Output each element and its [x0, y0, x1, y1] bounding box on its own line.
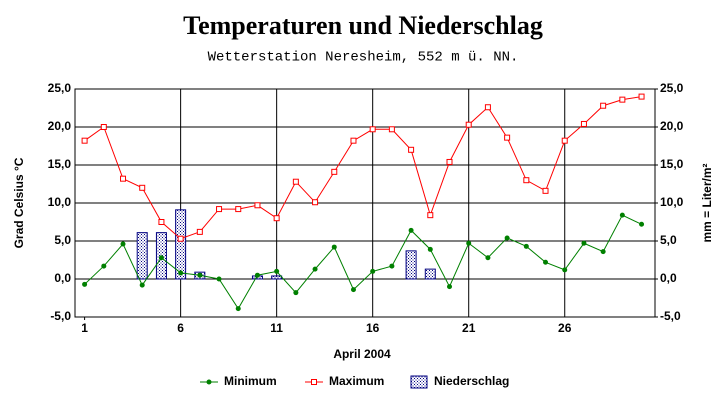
marker	[619, 96, 626, 103]
bar	[271, 275, 283, 280]
marker	[600, 102, 607, 109]
marker	[273, 215, 280, 222]
line	[84, 214, 642, 310]
marker	[504, 235, 510, 241]
y-tick-label: 25,0	[48, 81, 72, 95]
marker	[139, 282, 145, 288]
y2-tick-label: -5,0	[660, 309, 681, 323]
y2-tick-label: 10,0	[660, 195, 684, 209]
marker	[523, 243, 529, 249]
marker	[196, 228, 203, 235]
marker	[312, 199, 319, 206]
chart-subtitle: Wetterstation Neresheim, 552 m ü. NN.	[208, 50, 519, 66]
y-tick-label: 15,0	[48, 157, 72, 171]
marker	[408, 146, 415, 153]
bar	[405, 250, 417, 280]
marker	[178, 270, 184, 276]
marker	[82, 281, 88, 287]
chart-title: Temperaturen und Niederschlag	[183, 11, 543, 40]
x-tick-label: 26	[558, 321, 572, 335]
marker	[139, 184, 146, 191]
marker	[581, 240, 587, 246]
marker	[235, 306, 241, 312]
marker	[158, 219, 165, 225]
marker	[331, 168, 338, 175]
marker	[447, 284, 453, 290]
x-axis-label: April 2004	[333, 347, 391, 361]
legend-label: Niederschlag	[434, 374, 509, 388]
marker	[293, 290, 299, 296]
bar	[424, 268, 436, 280]
marker	[562, 267, 568, 273]
marker	[197, 272, 203, 278]
marker	[81, 137, 88, 144]
marker	[485, 255, 491, 261]
marker	[542, 187, 549, 194]
marker	[235, 206, 242, 213]
marker	[504, 134, 511, 141]
x-tick-label: 21	[462, 321, 476, 335]
marker	[120, 241, 126, 247]
y2-tick-label: 15,0	[660, 157, 684, 171]
marker	[619, 212, 625, 218]
y-tick-label: 20,0	[48, 119, 72, 133]
marker	[427, 212, 434, 219]
legend-marker	[206, 379, 212, 385]
y2-tick-label: 5,0	[660, 233, 677, 247]
x-tick-label: 1	[81, 321, 88, 335]
marker	[331, 244, 337, 250]
marker	[101, 263, 107, 269]
marker	[523, 177, 530, 184]
x-tick-label: 6	[177, 321, 184, 335]
line	[84, 96, 642, 240]
marker	[561, 137, 568, 144]
marker	[369, 126, 376, 133]
y2-tick-label: 20,0	[660, 119, 684, 133]
marker	[274, 268, 280, 274]
marker	[580, 120, 587, 127]
y2-tick-label: 25,0	[660, 81, 684, 95]
marker	[350, 287, 356, 293]
bar	[136, 232, 148, 280]
marker	[370, 268, 376, 274]
marker	[408, 227, 414, 233]
y-axis-label: Grad Celsius °C	[12, 157, 26, 248]
marker	[312, 266, 318, 272]
y-tick-label: 0,0	[54, 271, 71, 285]
legend-swatch	[410, 375, 428, 389]
marker	[158, 255, 164, 261]
marker	[254, 202, 261, 209]
y2-tick-label: 0,0	[660, 271, 677, 285]
marker	[600, 249, 606, 255]
y-tick-label: 10,0	[48, 195, 72, 209]
legend-marker	[311, 379, 317, 385]
marker	[388, 126, 395, 133]
marker	[120, 175, 127, 182]
marker	[216, 276, 222, 282]
y-tick-label: -5,0	[50, 309, 71, 323]
marker	[639, 221, 645, 227]
marker	[216, 206, 223, 213]
legend-label: Minimum	[224, 374, 277, 388]
marker	[292, 178, 299, 185]
marker	[484, 104, 491, 111]
marker	[446, 158, 453, 165]
x-tick-label: 16	[366, 321, 380, 335]
marker	[177, 235, 184, 242]
marker	[100, 124, 107, 130]
marker	[427, 246, 433, 252]
marker	[389, 263, 395, 269]
legend-label: Maximum	[329, 374, 384, 388]
marker	[466, 240, 472, 246]
y2-axis-label: mm = Liter/m²	[700, 163, 714, 242]
marker	[350, 137, 357, 144]
y-tick-label: 5,0	[54, 233, 71, 247]
bar	[175, 209, 187, 280]
x-tick-label: 11	[270, 321, 283, 335]
marker	[465, 121, 472, 128]
marker	[254, 272, 260, 278]
marker	[638, 93, 645, 100]
marker	[543, 259, 549, 265]
